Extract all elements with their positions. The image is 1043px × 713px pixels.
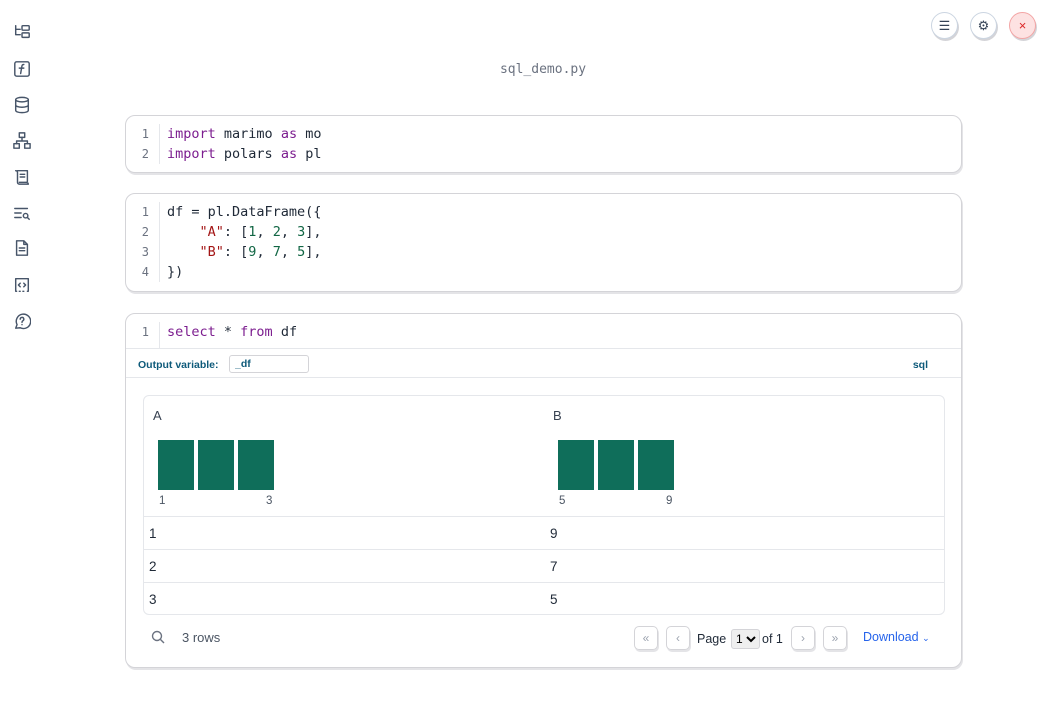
notebook-title: sql_demo.py — [499, 62, 587, 77]
histogram-min: 1 — [159, 495, 166, 507]
histogram-bar[interactable] — [638, 440, 674, 490]
column-header-b[interactable]: B 5 9 — [553, 408, 674, 507]
sql-cell[interactable]: 1 select * from df Output variable: sql … — [125, 313, 962, 668]
histogram-bar[interactable] — [558, 440, 594, 490]
page-label: Page — [697, 632, 727, 646]
histogram-bar[interactable] — [158, 440, 194, 490]
chevron-down-icon: ⌄ — [922, 633, 930, 643]
line-numbers: 1 — [126, 322, 160, 348]
code-editor[interactable]: import marimo as mo import polars as pl — [167, 126, 322, 162]
output-variable-input[interactable] — [229, 355, 309, 373]
download-button[interactable]: Download ⌄ — [863, 630, 930, 644]
histogram-max: 9 — [666, 495, 673, 507]
histogram-min: 5 — [559, 495, 566, 507]
histogram-bar[interactable] — [598, 440, 634, 490]
database-icon[interactable] — [12, 95, 32, 115]
scroll-log-icon[interactable] — [12, 167, 32, 187]
search-icon[interactable] — [151, 630, 165, 644]
language-label[interactable]: sql — [912, 359, 928, 371]
menu-icon: ☰ — [938, 17, 951, 33]
code-editor[interactable]: select * from df — [167, 324, 298, 340]
dependency-graph-icon[interactable] — [12, 131, 32, 151]
row-count: 3 rows — [182, 630, 221, 645]
sql-options-bar: Output variable: sql — [126, 348, 961, 378]
document-icon[interactable] — [12, 238, 32, 258]
close-icon: × — [1018, 18, 1027, 33]
code-snippet-icon[interactable] — [12, 275, 32, 295]
code-editor[interactable]: df = pl.DataFrame({ "A": [1, 2, 3], "B":… — [167, 204, 322, 280]
first-page-button[interactable]: « — [634, 626, 658, 650]
column-header-a[interactable]: A 1 3 — [153, 408, 274, 507]
histogram-bar[interactable] — [198, 440, 234, 490]
function-icon[interactable] — [12, 59, 32, 79]
help-chat-icon[interactable] — [12, 311, 32, 331]
output-variable-label: Output variable: — [138, 359, 219, 371]
page-select[interactable]: 1 — [731, 629, 760, 649]
page-of: of 1 — [762, 632, 783, 646]
close-button[interactable]: × — [1009, 12, 1036, 39]
last-page-button[interactable]: » — [823, 626, 847, 650]
gear-icon: ⚙ — [977, 17, 990, 33]
settings-button[interactable]: ⚙ — [970, 12, 997, 39]
search-list-icon[interactable] — [12, 203, 32, 223]
next-page-button[interactable]: › — [791, 626, 815, 650]
prev-page-button[interactable]: ‹ — [666, 626, 690, 650]
histogram-bar[interactable] — [238, 440, 274, 490]
menu-button[interactable]: ☰ — [931, 12, 958, 39]
file-tree-icon[interactable] — [12, 22, 32, 42]
histogram-max: 3 — [266, 495, 273, 507]
